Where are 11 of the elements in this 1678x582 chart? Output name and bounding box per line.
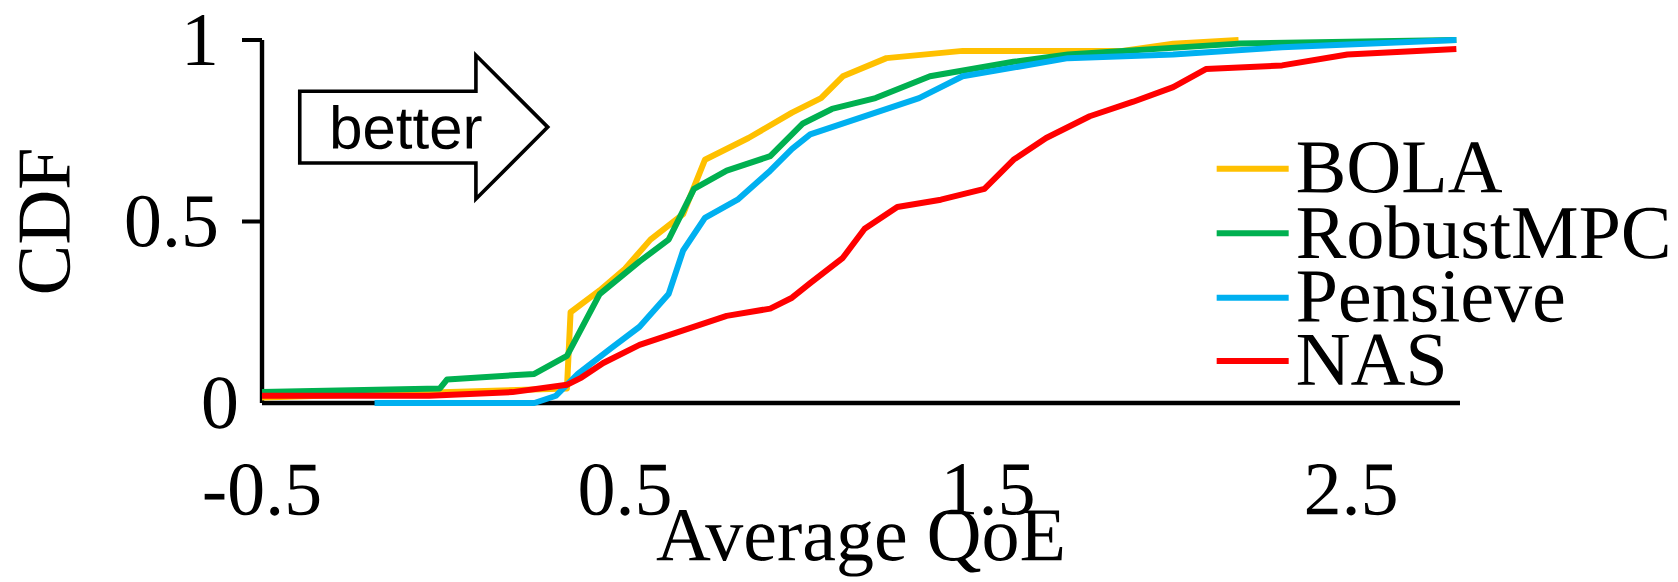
annotation: better <box>332 105 482 150</box>
legend-label: RobustMPC <box>1297 205 1668 259</box>
y-axis-title: CDF <box>19 150 71 293</box>
y-tick-label: 0 <box>203 377 237 429</box>
legend-label: NAS <box>1297 334 1443 386</box>
y-tick-label: 0.5 <box>126 195 216 248</box>
y-tick-label: 1 <box>187 14 215 66</box>
legend-label: Pensieve <box>1297 271 1564 323</box>
x-tick-label: -0.5 <box>204 464 320 516</box>
x-tick-label: 2.5 <box>1306 464 1396 516</box>
legend-label: BOLA <box>1297 142 1502 194</box>
